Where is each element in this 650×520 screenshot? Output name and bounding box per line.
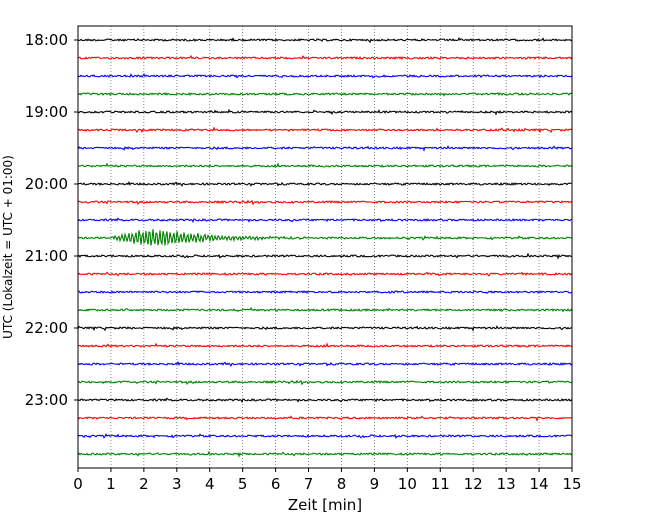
trace-line — [77, 162, 573, 168]
trace-line — [77, 126, 573, 134]
trace-line — [77, 108, 573, 116]
trace-line — [77, 450, 573, 458]
x-tick-label: 12 — [464, 475, 483, 493]
y-tick-label: 18:00 — [25, 31, 68, 49]
trace-line — [77, 92, 573, 97]
x-tick-label: 6 — [271, 475, 281, 493]
y-tick-label: 21:00 — [25, 247, 68, 265]
y-tick-label: 22:00 — [25, 319, 68, 337]
x-axis-label: Zeit [min] — [288, 496, 362, 514]
trace-line — [77, 36, 573, 44]
x-tick-label: 8 — [337, 475, 347, 493]
x-tick-label: 15 — [562, 475, 581, 493]
trace-line — [77, 217, 573, 223]
x-tick-label: 10 — [398, 475, 417, 493]
trace-line — [77, 72, 573, 79]
vertical-grid — [110, 26, 540, 468]
y-tick-label: 23:00 — [25, 391, 68, 409]
x-tick-label: 0 — [73, 475, 83, 493]
y-axis-label: UTC (Lokalzeit = UTC + 01:00) — [1, 155, 15, 339]
trace-line — [77, 180, 573, 187]
trace-line — [77, 252, 573, 260]
trace-line — [77, 290, 573, 295]
x-axis-ticks: 0 1 2 3 4 5 6 7 8 9 10 11 12 13 14 15 — [73, 468, 582, 493]
x-tick-label: 5 — [238, 475, 248, 493]
trace-line — [77, 415, 573, 422]
trace-line — [77, 397, 573, 403]
x-tick-label: 1 — [106, 475, 116, 493]
trace-line — [77, 325, 573, 332]
x-tick-label: 4 — [205, 475, 215, 493]
x-tick-label: 7 — [304, 475, 314, 493]
trace-line — [77, 54, 573, 60]
x-tick-label: 11 — [431, 475, 450, 493]
trace-line — [77, 145, 573, 152]
y-tick-label: 19:00 — [25, 103, 68, 121]
x-tick-label: 2 — [139, 475, 149, 493]
trace-line — [77, 342, 573, 348]
trace-line — [77, 433, 573, 439]
x-tick-label: 13 — [497, 475, 516, 493]
trace-line — [77, 306, 573, 313]
x-tick-label: 9 — [370, 475, 380, 493]
x-tick-label: 3 — [172, 475, 182, 493]
trace-line — [77, 229, 573, 246]
y-axis-ticks: 18:00 19:00 20:00 21:00 22:00 23:00 — [25, 31, 78, 409]
trace-line — [77, 360, 573, 367]
seismic-traces — [77, 36, 573, 458]
trace-line — [77, 271, 573, 277]
x-tick-label: 14 — [530, 475, 549, 493]
trace-line — [77, 379, 573, 386]
trace-line — [77, 199, 573, 206]
plot-frame — [77, 25, 573, 469]
y-tick-label: 20:00 — [25, 175, 68, 193]
